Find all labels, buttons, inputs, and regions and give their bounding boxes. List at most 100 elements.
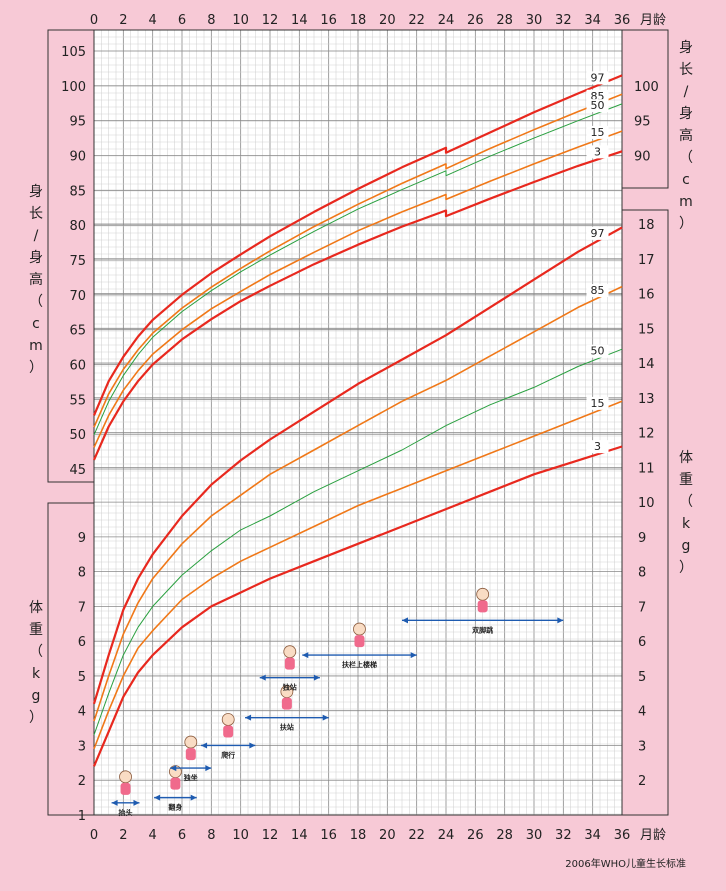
x-tick-label-top: 4 — [149, 13, 157, 28]
x-tick-label-top: 6 — [178, 13, 186, 28]
weight-percentile-label-85: 85 — [591, 284, 605, 297]
weight-tick-label-right: 7 — [638, 600, 646, 615]
x-tick-label-bottom: 22 — [408, 828, 425, 843]
weight-axis-label-left: 体重 （ kg ） — [29, 600, 43, 726]
milestone-arrow-right — [249, 742, 256, 749]
x-tick-label-top: 18 — [350, 13, 367, 28]
x-tick-label-bottom: 26 — [467, 828, 484, 843]
x-tick-label-bottom: 8 — [207, 828, 215, 843]
weight-tick-label-right: 4 — [638, 705, 646, 720]
x-tick-label-bottom: 12 — [262, 828, 279, 843]
x-tick-label-top: 30 — [526, 13, 543, 28]
milestone-figure-body — [284, 657, 295, 670]
weight-tick-label-right: 3 — [638, 739, 646, 754]
milestone-label: 爬行 — [220, 750, 235, 759]
weight-tick-label-right: 5 — [638, 670, 646, 685]
milestone: 翻身 — [154, 765, 197, 812]
milestone-arrow-right — [557, 617, 564, 624]
height-tick-label-left: 45 — [69, 463, 86, 478]
x-tick-label-bottom: 24 — [438, 828, 455, 843]
height-axis-label-left-char: 身 — [29, 250, 43, 266]
height-axis-label-right: 身长/身高（cm） — [679, 40, 693, 232]
x-tick-label-bottom: 32 — [555, 828, 572, 843]
height-tick-label-left: 50 — [69, 428, 86, 443]
milestone-arrow-right — [205, 765, 212, 772]
milestone: 爬行 — [201, 713, 256, 759]
percentile-line-50 — [93, 103, 623, 436]
weight-percentile-label-3: 3 — [594, 440, 601, 453]
x-tick-label-bottom: 6 — [178, 828, 186, 843]
milestone: 扶站 — [245, 685, 329, 732]
x-tick-label-top: 10 — [232, 13, 249, 28]
weight-axis-label-right-char: k — [682, 516, 691, 532]
x-tick-label-top: 14 — [291, 13, 308, 28]
height-percentile-label-50: 50 — [591, 99, 605, 112]
height-axis-label-right-char: 高 — [679, 127, 693, 144]
weight-tick-label-left: 8 — [78, 566, 86, 581]
x-tick-label-bottom: 14 — [291, 828, 308, 843]
weight-axis-label-left-char: （ — [29, 644, 43, 660]
height-tick-label-left: 60 — [69, 359, 86, 374]
height-percentile-label-15: 15 — [591, 126, 605, 139]
height-tick-label-left: 90 — [69, 150, 86, 165]
weight-tick-label-left: 5 — [78, 670, 86, 685]
weight-tick-label-right: 16 — [638, 288, 655, 303]
weight-axis-label-right-char: 体 — [679, 450, 693, 466]
milestone-figure-body — [477, 600, 488, 613]
milestone-figure-head — [221, 713, 235, 726]
height-percentile-label-97: 97 — [591, 71, 605, 84]
x-tick-label-bottom: 34 — [584, 828, 601, 843]
plot-border — [93, 29, 623, 816]
height-tick-label-left: 85 — [69, 184, 86, 199]
x-tick-label-bottom: 36 — [614, 828, 631, 843]
percentile-label-bg — [586, 284, 609, 298]
x-tick-label-top: 36 — [614, 13, 631, 28]
weight-axis-label-left-char: 重 — [29, 622, 43, 638]
milestone: 扶栏上楼梯 — [302, 622, 417, 669]
grid — [93, 29, 623, 816]
source-note: 2006年WHO儿童生长标准 — [565, 859, 686, 870]
milestone-figure-body — [354, 635, 365, 648]
x-tick-label-top: 12 — [262, 13, 279, 28]
percentile-label-bg — [586, 71, 609, 85]
weight-axis-label-right-char: 重 — [679, 472, 693, 488]
milestone-figure-head — [476, 587, 490, 601]
x-tick-label-top: 32 — [555, 13, 572, 28]
percentile-line-50 — [93, 348, 623, 736]
height-axis-label-right-char: （ — [679, 150, 693, 166]
weight-tick-label-right: 9 — [638, 531, 646, 546]
milestone-figure-head — [119, 770, 132, 784]
milestone-arrow-left — [259, 674, 266, 681]
weight-tick-label-right: 18 — [638, 218, 655, 233]
weight-tick-label-left: 6 — [78, 635, 86, 650]
percentile-line-97 — [92, 226, 623, 705]
weight-axis-label-left-char: g — [32, 688, 41, 704]
weight-axis-label-right-char: （ — [679, 494, 693, 510]
height-axis-label-right-char: / — [684, 84, 689, 100]
height-tick-label-right: 95 — [634, 115, 651, 130]
height-tick-label-right: 100 — [634, 80, 659, 95]
height-percentile-label-3: 3 — [594, 145, 601, 158]
height-axis-label-left-char: c — [32, 316, 40, 332]
height-tick-label-left: 105 — [61, 45, 86, 60]
height-tick-label-left: 70 — [69, 289, 86, 304]
milestone-label: 翻身 — [168, 803, 182, 812]
weight-percentile-label-97: 97 — [591, 227, 605, 240]
weight-tick-label-right: 13 — [638, 392, 655, 407]
milestone-label: 扶栏上楼梯 — [342, 660, 377, 669]
height-axis-label-left-char: 长 — [29, 206, 43, 222]
milestone: 抬头 — [111, 770, 140, 817]
height-axis-label-left-char: （ — [29, 294, 43, 310]
milestone-label: 扶站 — [280, 723, 294, 732]
height-axis-label-right-char: ） — [679, 216, 693, 232]
x-tick-label-bottom: 16 — [320, 828, 337, 843]
weight-tick-label-left: 4 — [78, 705, 86, 720]
x-unit-label-bottom: 月龄 — [640, 828, 666, 843]
height-tick-label-left: 80 — [69, 219, 86, 234]
milestone-label: 抬头 — [119, 808, 133, 817]
height-axis-label-left: 身长/身高（cm） — [29, 184, 43, 376]
percentile-line-3 — [92, 445, 623, 767]
weight-tick-label-right: 8 — [638, 566, 646, 581]
milestone-label: 独坐 — [183, 773, 198, 782]
